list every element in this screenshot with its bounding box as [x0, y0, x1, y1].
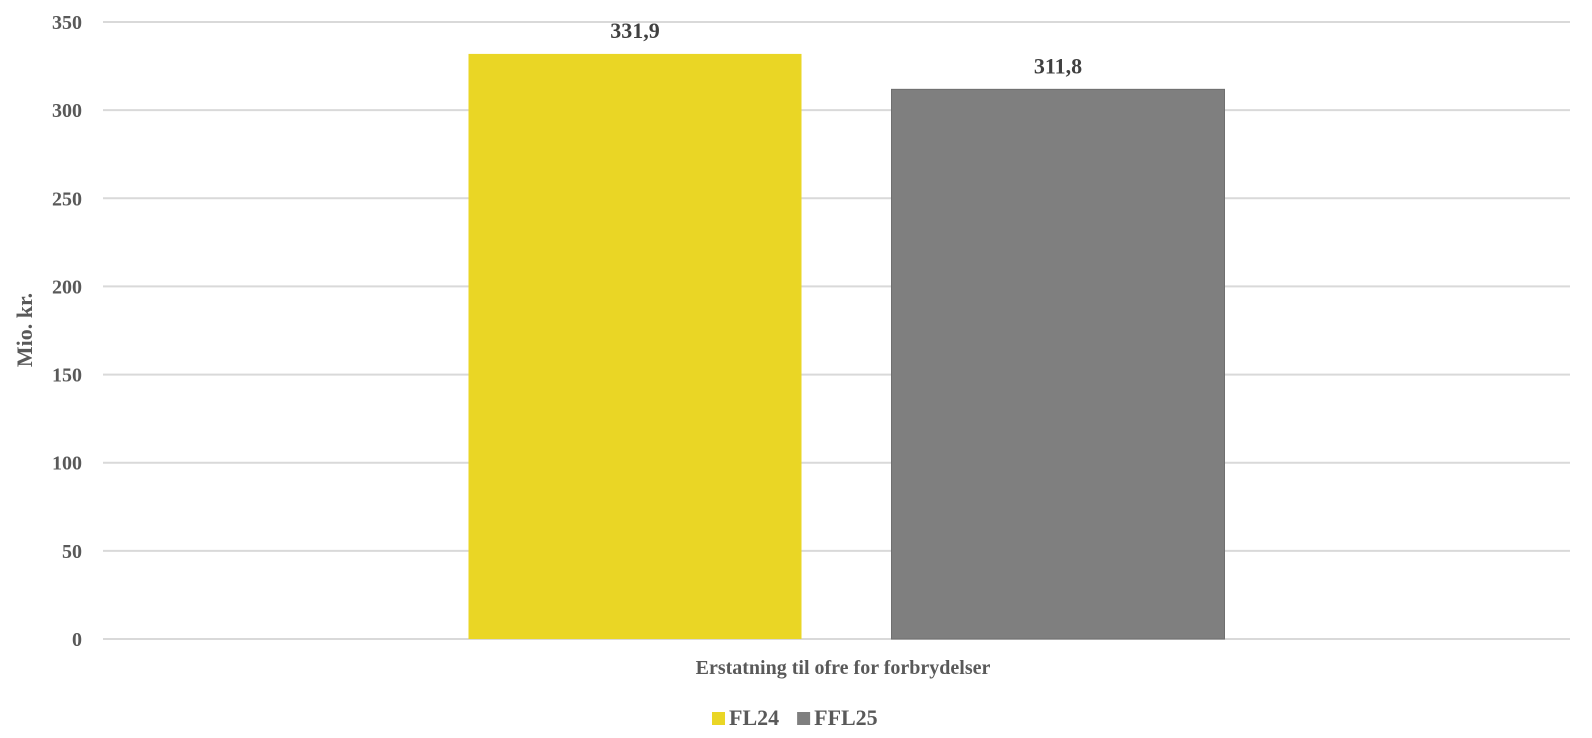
y-tick-label: 150 — [52, 365, 82, 387]
bar-ffl25 — [891, 88, 1225, 640]
legend-label-fl24: FL24 — [729, 705, 779, 730]
gridlines — [103, 21, 1570, 640]
bars — [468, 53, 1225, 640]
x-category-label: Erstatning til ofre for forbrydelser — [696, 657, 991, 679]
data-label-fl24: 331,9 — [610, 18, 660, 43]
legend-label-ffl25: FFL25 — [814, 705, 878, 730]
y-tick-label: 350 — [52, 12, 82, 34]
y-axis-title: Mio. kr. — [12, 293, 37, 367]
y-tick-label: 200 — [52, 276, 82, 298]
legend-swatch-fl24 — [712, 712, 725, 725]
bar-fl24 — [468, 53, 802, 639]
y-tick-label: 250 — [52, 188, 82, 210]
y-tick-label: 300 — [52, 100, 82, 122]
data-label-ffl25: 311,8 — [1034, 53, 1082, 78]
y-tick-label: 100 — [52, 453, 82, 475]
data-labels: 331,9 311,8 — [610, 18, 1082, 78]
legend: FL24 FFL25 — [712, 705, 878, 730]
y-axis-ticks: 0 50 100 150 200 250 300 350 — [52, 12, 82, 651]
y-tick-label: 0 — [72, 629, 82, 651]
legend-swatch-ffl25 — [797, 712, 811, 725]
y-tick-label: 50 — [62, 541, 82, 563]
